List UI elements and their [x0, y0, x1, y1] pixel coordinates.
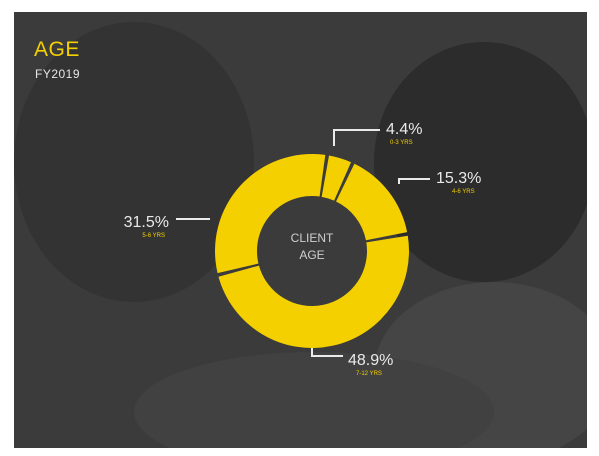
- infographic-panel: AGE FY2019 4.4% 0-3 YRS 15.3% 4-6 YRS 48.9% 7…: [14, 12, 587, 448]
- donut-chart: 4.4% 0-3 YRS 15.3% 4-6 YRS 48.9% 7-12 YRS 31.5…: [124, 121, 482, 377]
- slice-category-label-1: 0-3 YRS: [390, 140, 413, 146]
- slice-category-label-4: 5-6 YRS: [142, 233, 165, 239]
- donut-slice-1: [321, 155, 352, 201]
- donut-slice-4: [214, 153, 326, 274]
- leader-line-2: [398, 178, 430, 184]
- slice-percent-label-2: 15.3%: [436, 170, 481, 187]
- donut-slice-2: [336, 163, 408, 241]
- background-photo: [14, 12, 587, 448]
- chart-title: AGE: [34, 38, 80, 61]
- slice-percent-label-3: 48.9%: [348, 352, 393, 369]
- chart-subtitle: FY2019: [35, 67, 81, 81]
- donut-slice-3: [218, 235, 409, 348]
- center-label-line-2: AGE: [299, 248, 324, 262]
- slice-percent-label-4: 31.5%: [124, 214, 169, 231]
- slice-percent-label-1: 4.4%: [386, 121, 422, 138]
- slice-category-label-2: 4-6 YRS: [452, 189, 475, 195]
- slice-category-label-3: 7-12 YRS: [356, 371, 382, 377]
- slices-layer: [214, 153, 409, 348]
- labels-layer: 4.4% 0-3 YRS 15.3% 4-6 YRS 48.9% 7-12 YRS 31.5…: [124, 121, 482, 377]
- leader-line-1: [333, 129, 380, 146]
- center-label-line-1: CLIENT: [291, 231, 334, 245]
- leader-line-3: [311, 348, 343, 357]
